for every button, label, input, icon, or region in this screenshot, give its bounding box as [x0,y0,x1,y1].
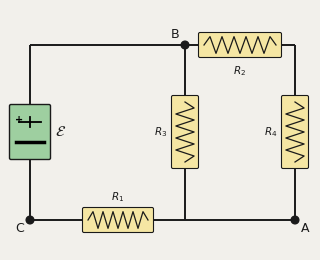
Text: $\mathcal{E}$: $\mathcal{E}$ [55,125,66,140]
Circle shape [26,216,34,224]
FancyBboxPatch shape [282,95,308,168]
Text: $R_2$: $R_2$ [234,64,246,78]
Text: −: − [15,138,24,148]
Circle shape [181,41,189,49]
Text: $R_4$: $R_4$ [264,125,277,139]
FancyBboxPatch shape [198,32,282,57]
Text: +: + [15,115,23,125]
Text: A: A [301,222,309,235]
Circle shape [291,216,299,224]
FancyBboxPatch shape [172,95,198,168]
Text: B: B [171,29,179,42]
Text: C: C [16,222,24,235]
Text: $R_1$: $R_1$ [111,190,124,204]
FancyBboxPatch shape [10,105,51,159]
Text: $R_3$: $R_3$ [154,125,167,139]
FancyBboxPatch shape [83,207,154,232]
